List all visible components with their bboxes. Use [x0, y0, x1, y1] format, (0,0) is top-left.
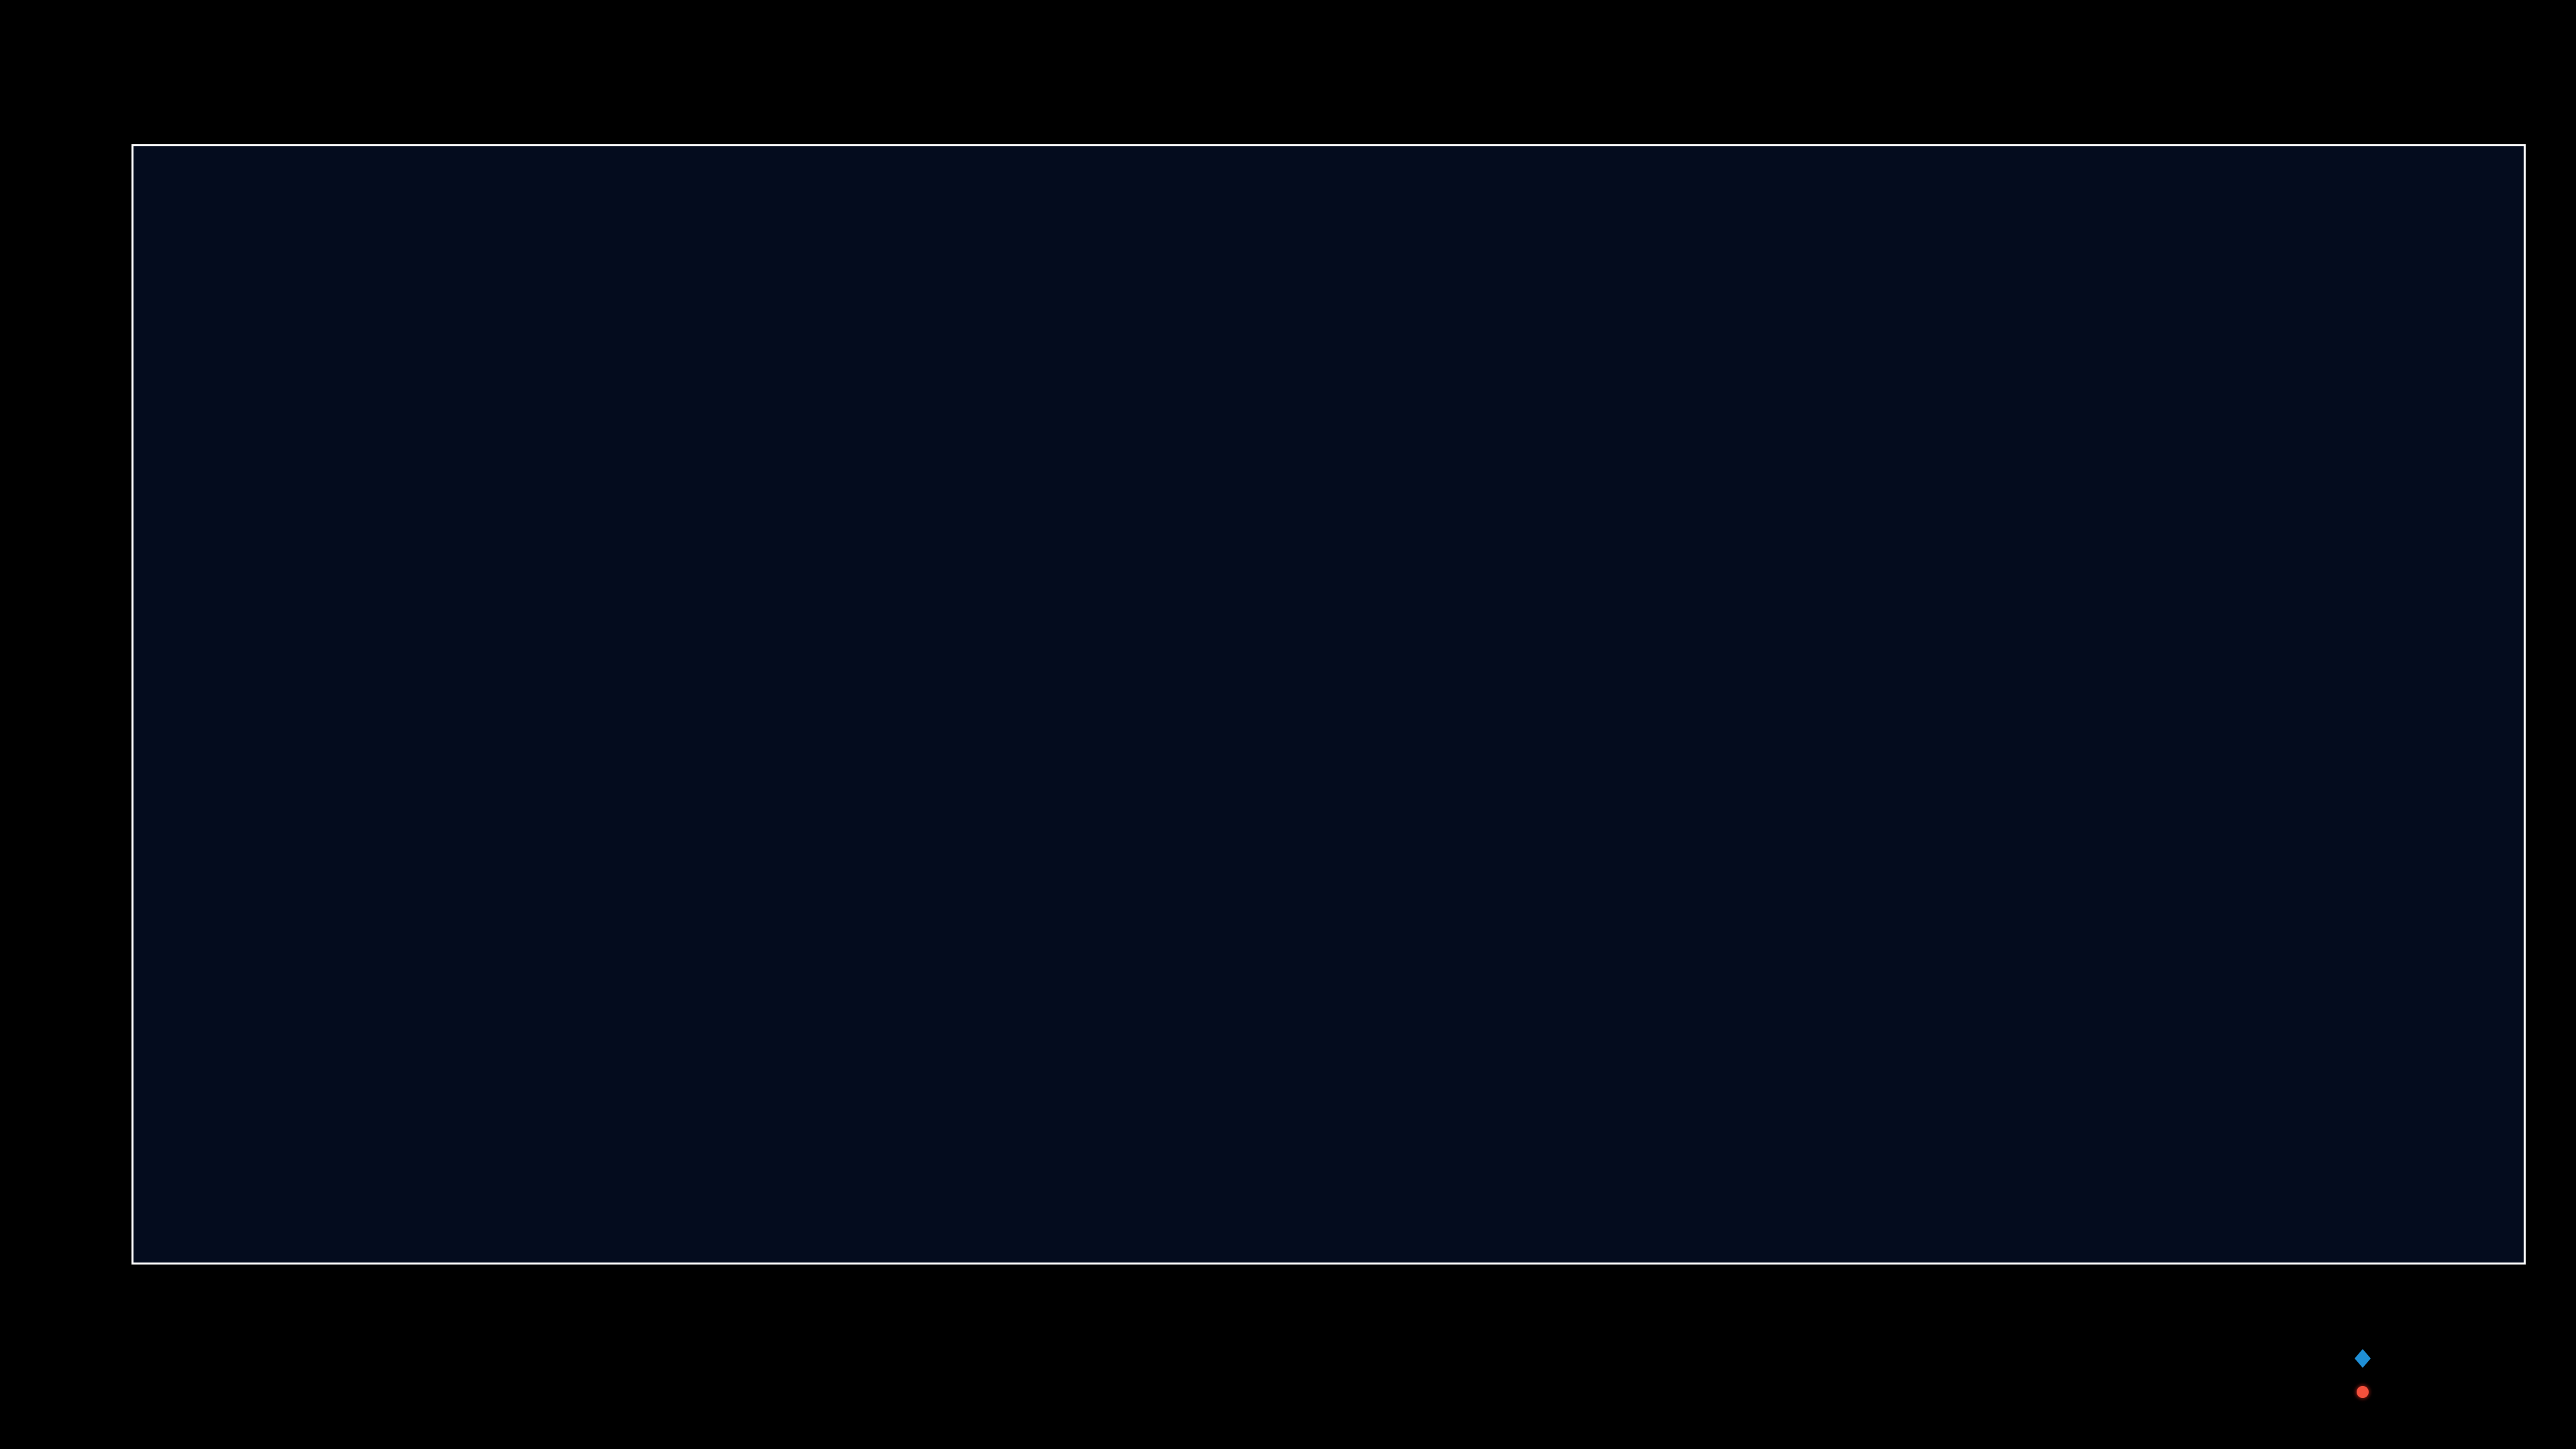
map-plot-area[interactable]	[131, 144, 2526, 1265]
sunset-circle-icon	[2341, 1375, 2381, 1409]
world-basemap-image	[133, 146, 2524, 1263]
legend	[2341, 1342, 2563, 1409]
legend-item-sunset[interactable]	[2341, 1375, 2563, 1409]
sunrise-diamond-icon	[2341, 1342, 2381, 1375]
legend-item-sunrise[interactable]	[2341, 1342, 2563, 1375]
